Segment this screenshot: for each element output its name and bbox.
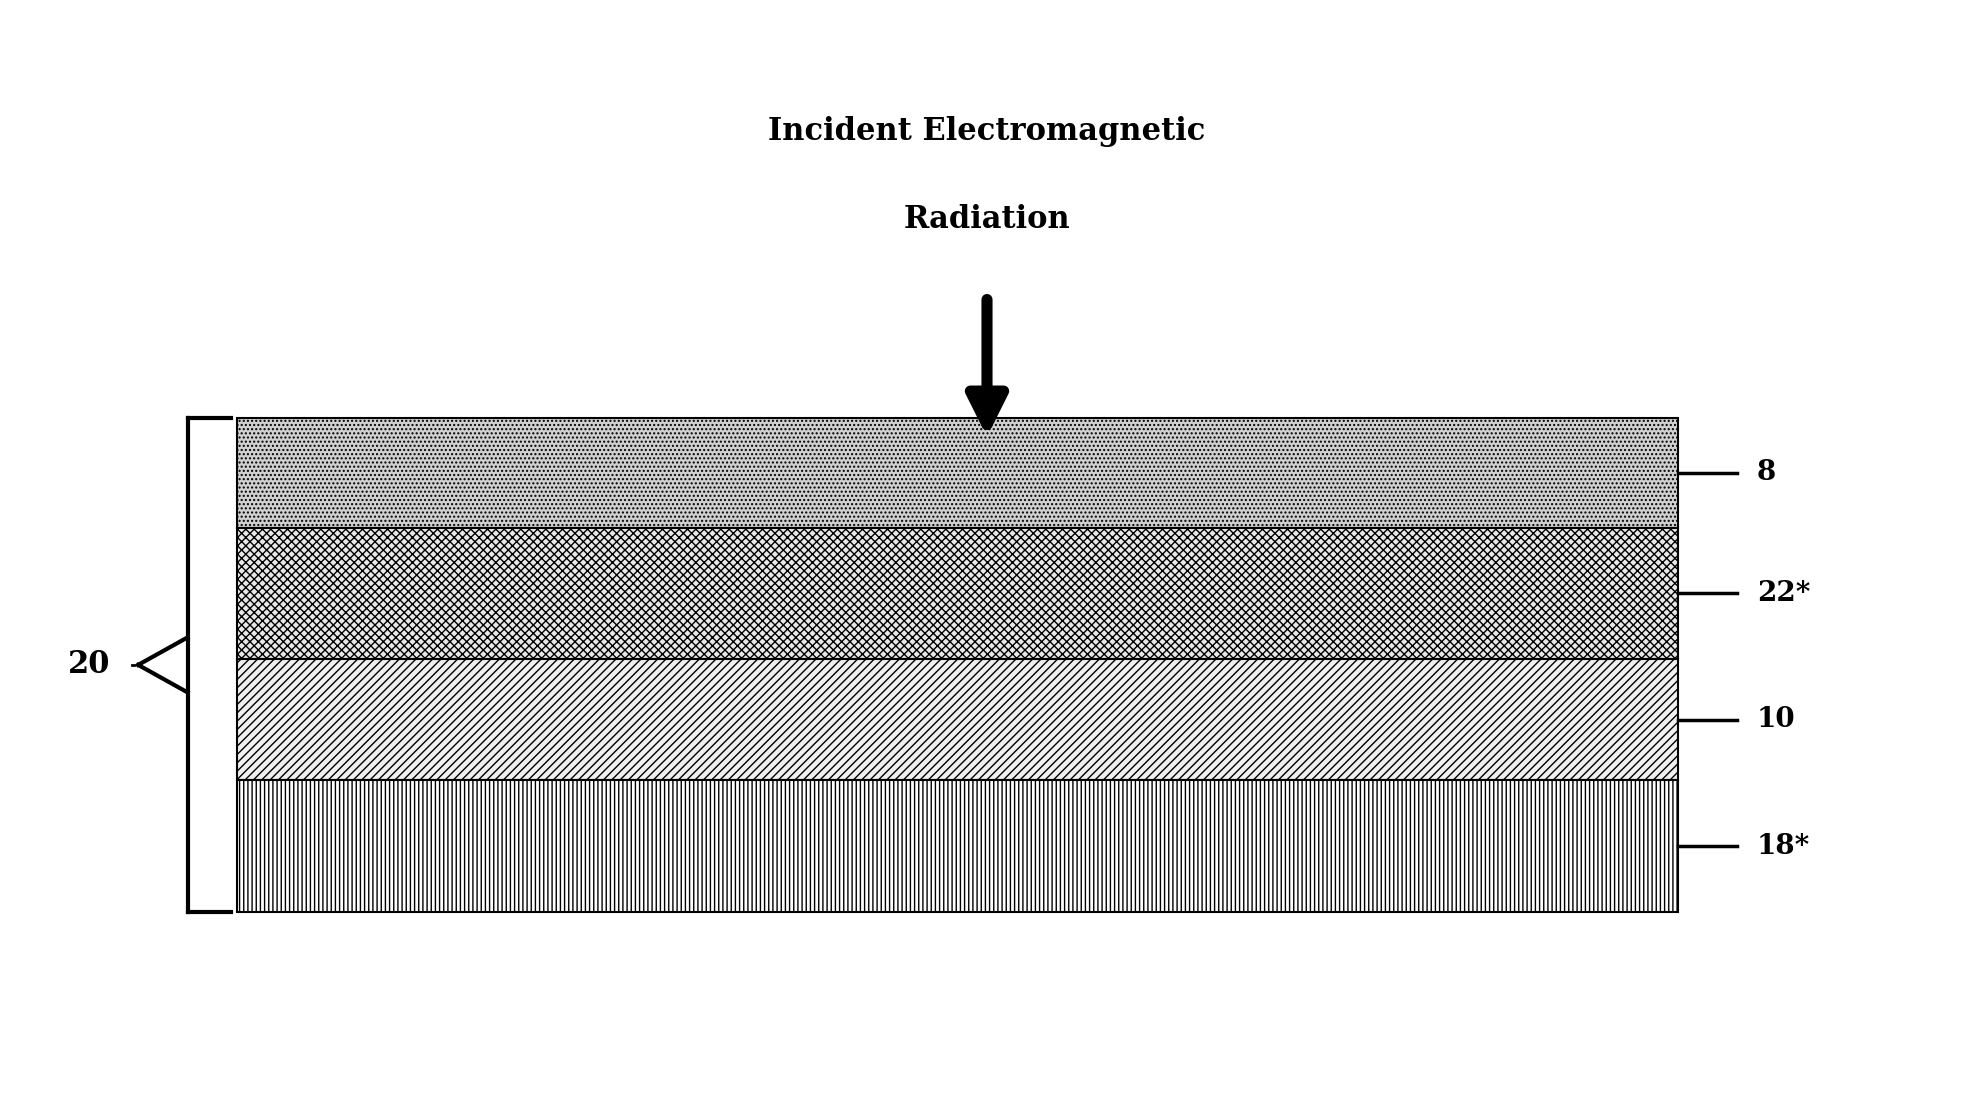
Bar xyxy=(237,418,1677,528)
Text: Radiation: Radiation xyxy=(904,204,1069,235)
Text: 22*: 22* xyxy=(1756,580,1809,607)
Text: 10: 10 xyxy=(1756,707,1795,733)
Text: 18*: 18* xyxy=(1756,833,1809,859)
Bar xyxy=(237,780,1677,912)
Text: 8: 8 xyxy=(1756,459,1776,486)
Text: Incident Electromagnetic: Incident Electromagnetic xyxy=(767,116,1206,147)
Text: 20: 20 xyxy=(67,650,110,680)
Bar xyxy=(237,528,1677,659)
Bar xyxy=(237,659,1677,780)
